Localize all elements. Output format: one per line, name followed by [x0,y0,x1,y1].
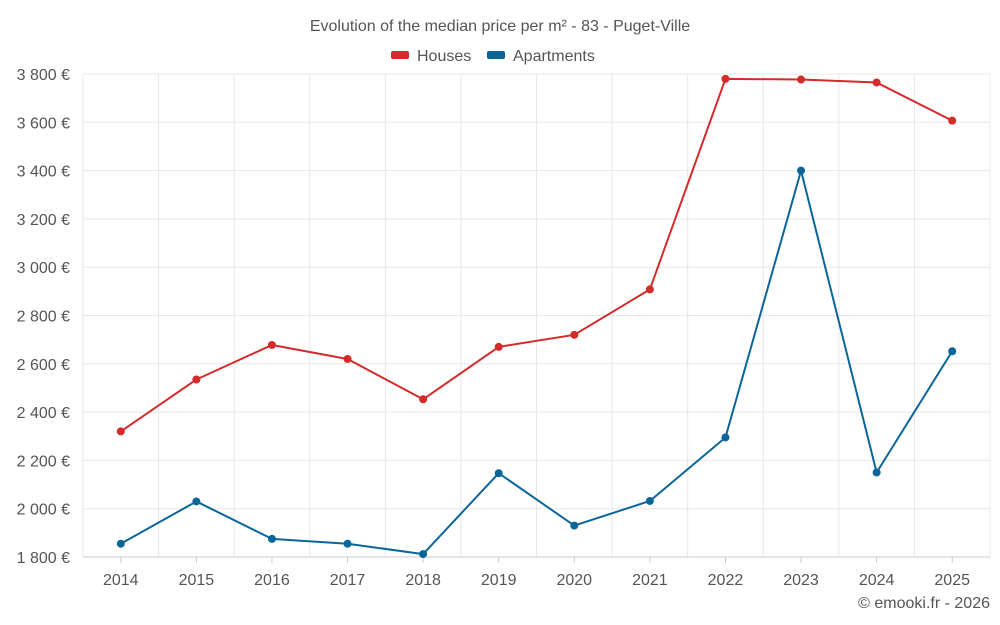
legend-swatch-houses [391,51,409,59]
x-tick-label: 2024 [859,572,895,589]
x-tick-label: 2016 [254,572,290,589]
x-tick-label: 2025 [934,572,970,589]
y-axis: 1 800 € 2 000 € 2 200 € 2 400 € 2 600 € 2 800… [17,67,70,567]
x-tick-label: 2022 [708,572,744,589]
legend: Houses Apartments [391,48,595,65]
data-point-apartments [192,497,201,506]
data-point-houses [645,285,654,294]
y-tick-label: 1 800 € [17,550,70,567]
series-line-houses [120,77,953,433]
data-point-apartments [343,539,352,548]
data-point-apartments [645,496,654,505]
gridlines [82,73,991,557]
data-point-apartments [570,521,579,530]
data-point-houses [721,74,730,83]
legend-label-houses: Houses [417,48,471,65]
data-point-houses [343,354,352,363]
y-tick-label: 3 800 € [17,67,70,84]
series [116,74,957,559]
data-point-houses [948,116,957,125]
x-tick-label: 2021 [632,572,668,589]
data-point-houses [419,395,428,404]
data-point-houses [267,340,276,349]
x-tick-label: 2014 [103,572,139,589]
y-tick-label: 2 600 € [17,357,70,374]
data-point-houses [494,342,503,351]
data-point-apartments [872,468,881,477]
data-point-apartments [797,166,806,175]
legend-label-apartments: Apartments [513,48,595,65]
x-tick-label: 2015 [179,572,215,589]
data-point-apartments [419,550,428,559]
x-tick-label: 2019 [481,572,517,589]
y-tick-label: 3 600 € [17,115,70,132]
data-point-houses [872,78,881,87]
legend-swatch-apartments [487,51,505,59]
y-tick-label: 3 000 € [17,260,70,277]
y-tick-label: 2 800 € [17,309,70,326]
data-point-houses [192,375,201,384]
y-tick-label: 2 000 € [17,502,70,519]
x-tick-label: 2018 [405,572,441,589]
y-tick-label: 3 400 € [17,164,70,181]
data-point-apartments [948,347,957,356]
x-tick-label: 2017 [330,572,366,589]
x-tick-label: 2023 [783,572,819,589]
data-point-houses [570,330,579,339]
data-point-houses [797,75,806,84]
data-point-apartments [494,469,503,478]
y-tick-label: 2 400 € [17,405,70,422]
credit-text: © emooki.fr - 2026 [858,595,990,612]
x-axis: 2014 2015 2016 2017 2018 2019 2020 2021 2022 2023… [83,556,990,589]
series-line-apartments [120,169,954,556]
y-tick-label: 2 200 € [17,453,70,470]
x-tick-label: 2020 [556,572,592,589]
data-point-apartments [116,539,125,548]
data-point-apartments [267,534,276,543]
data-point-apartments [721,433,730,442]
y-tick-label: 3 200 € [17,212,70,229]
chart-title: Evolution of the median price per m² - 8… [310,18,690,35]
data-point-houses [116,427,125,436]
